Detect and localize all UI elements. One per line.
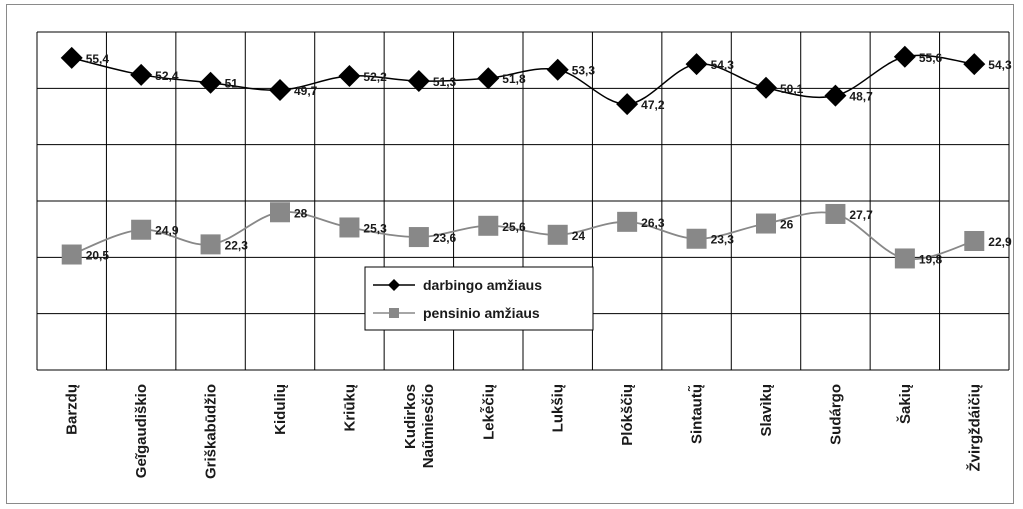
marker-darbingo: [685, 53, 708, 76]
category-label: Kudirkos Naũmiesčio: [402, 384, 437, 468]
category-label: Barzdų: [64, 384, 81, 435]
marker-darbingo: [824, 84, 847, 107]
data-label: 27,7: [849, 208, 873, 222]
category-label: Žvirgždáičių: [965, 384, 983, 472]
marker-darbingo: [963, 53, 986, 76]
category-label: Šakių: [896, 384, 914, 424]
data-label: 49,7: [294, 84, 318, 98]
category-label: Plókščių: [619, 384, 636, 446]
data-label: 48,7: [849, 90, 873, 104]
category-label-text: Barzdų: [64, 384, 81, 435]
category-label-text: Griškabūdžio: [203, 384, 220, 479]
marker-pensinio: [756, 213, 776, 234]
data-label: 25,6: [502, 220, 526, 234]
data-label: 52,4: [155, 69, 179, 83]
data-label-layer: 55,4 52,4 51 49,7 52,2 51,3 51,8 53,3 47,2 54,3 50…: [86, 51, 1012, 267]
marker-darbingo: [130, 63, 153, 86]
category-label-text: Slavìkų: [758, 384, 775, 437]
category-label-text: Geĩgaudiškio: [133, 384, 150, 478]
data-label: 26: [780, 218, 794, 232]
category-label: Griškabūdžio: [203, 384, 220, 479]
marker-pensinio: [270, 202, 290, 223]
category-label: Geĩgaudiškio: [133, 384, 150, 478]
marker-pensinio: [478, 215, 499, 236]
marker-darbingo: [338, 64, 361, 87]
category-label-text: Šakių: [896, 384, 914, 424]
data-label: 24: [572, 229, 586, 243]
data-label: 54,3: [711, 58, 735, 72]
data-label: 55,6: [919, 51, 943, 65]
marker-pensinio: [617, 211, 638, 232]
marker-pensinio: [686, 228, 707, 249]
marker-darbingo: [477, 67, 500, 90]
marker-pensinio: [339, 217, 360, 238]
marker-pensinio: [408, 227, 429, 248]
data-label: 19,8: [919, 252, 943, 266]
legend-label-darbingo: darbingo amžiaus: [423, 277, 542, 293]
marker-darbingo: [269, 79, 291, 102]
category-label-text: Sintautų̃: [688, 384, 706, 444]
data-label: 51,8: [502, 72, 526, 86]
data-label: 55,4: [86, 52, 110, 66]
data-label: 22,3: [225, 238, 249, 252]
category-label-text: Lekė̃čių: [479, 384, 497, 440]
legend-marker-pensinio: [389, 308, 399, 318]
category-label: Kriūkų: [341, 384, 358, 432]
marker-darbingo: [199, 71, 222, 94]
data-label: 28: [294, 206, 308, 220]
category-label: Lukšių: [550, 384, 567, 432]
marker-darbingo: [755, 76, 777, 99]
legend-label-pensinio: pensinio amžiaus: [423, 305, 540, 321]
category-label-text: Sudárgo: [827, 384, 844, 445]
data-label: 52,2: [363, 70, 387, 84]
legend-marker-darbingo: [388, 279, 400, 291]
data-label: 54,3: [988, 58, 1012, 72]
marker-darbingo: [407, 70, 430, 93]
category-label-text: Plókščių: [619, 384, 636, 446]
category-label-text: Lukšių: [550, 384, 567, 432]
marker-pensinio: [894, 248, 915, 269]
data-label: 53,3: [572, 64, 596, 78]
category-label: Kidulių: [272, 384, 289, 435]
marker-darbingo: [616, 93, 639, 116]
line-chart: 55,4 52,4 51 49,7 52,2 51,3 51,8 53,3 47,2 54,3 50…: [36, 31, 1012, 479]
marker-pensinio: [131, 219, 152, 240]
marker-pensinio: [825, 203, 846, 224]
data-label: 51,3: [433, 75, 457, 89]
marker-pensinio: [200, 234, 221, 255]
data-label: 25,3: [363, 221, 387, 235]
marker-darbingo: [546, 58, 569, 81]
data-label: 22,9: [988, 235, 1012, 249]
data-label: 26,3: [641, 216, 665, 230]
marker-pensinio: [964, 230, 985, 251]
category-label: Sintautų̃: [688, 384, 706, 444]
category-label-text: Kriūkų: [341, 384, 358, 432]
category-label-text: Žvirgždáičių: [965, 384, 983, 472]
data-label: 50,1: [780, 82, 804, 96]
category-label: Sudárgo: [827, 384, 844, 445]
category-label-text: Naũmiesčio: [420, 384, 437, 468]
data-label: 23,6: [433, 231, 457, 245]
marker-layer: [60, 45, 986, 269]
data-label: 51: [225, 77, 239, 91]
marker-darbingo: [893, 45, 916, 68]
marker-pensinio: [547, 224, 568, 245]
data-label: 20,5: [86, 249, 110, 263]
category-label: Slavìkų: [758, 384, 775, 437]
data-label: 47,2: [641, 98, 665, 112]
legend: darbingo amžiaus pensinio amžiaus: [364, 266, 594, 331]
marker-pensinio: [61, 244, 82, 265]
category-label: Lekė̃čių: [479, 384, 497, 440]
category-label-text: Kudirkos: [402, 384, 419, 449]
legend-box: [364, 266, 594, 331]
category-label-layer: Barzdų Geĩgaudiškio Griškabūdžio Kidulių Kri…: [64, 384, 984, 479]
marker-darbingo: [60, 46, 83, 69]
chart-frame: 55,4 52,4 51 49,7 52,2 51,3 51,8 53,3 47,2 54,3 50…: [6, 4, 1014, 504]
data-label: 24,9: [155, 224, 179, 238]
category-label-text: Kidulių: [272, 384, 289, 435]
data-label: 23,3: [711, 233, 735, 247]
